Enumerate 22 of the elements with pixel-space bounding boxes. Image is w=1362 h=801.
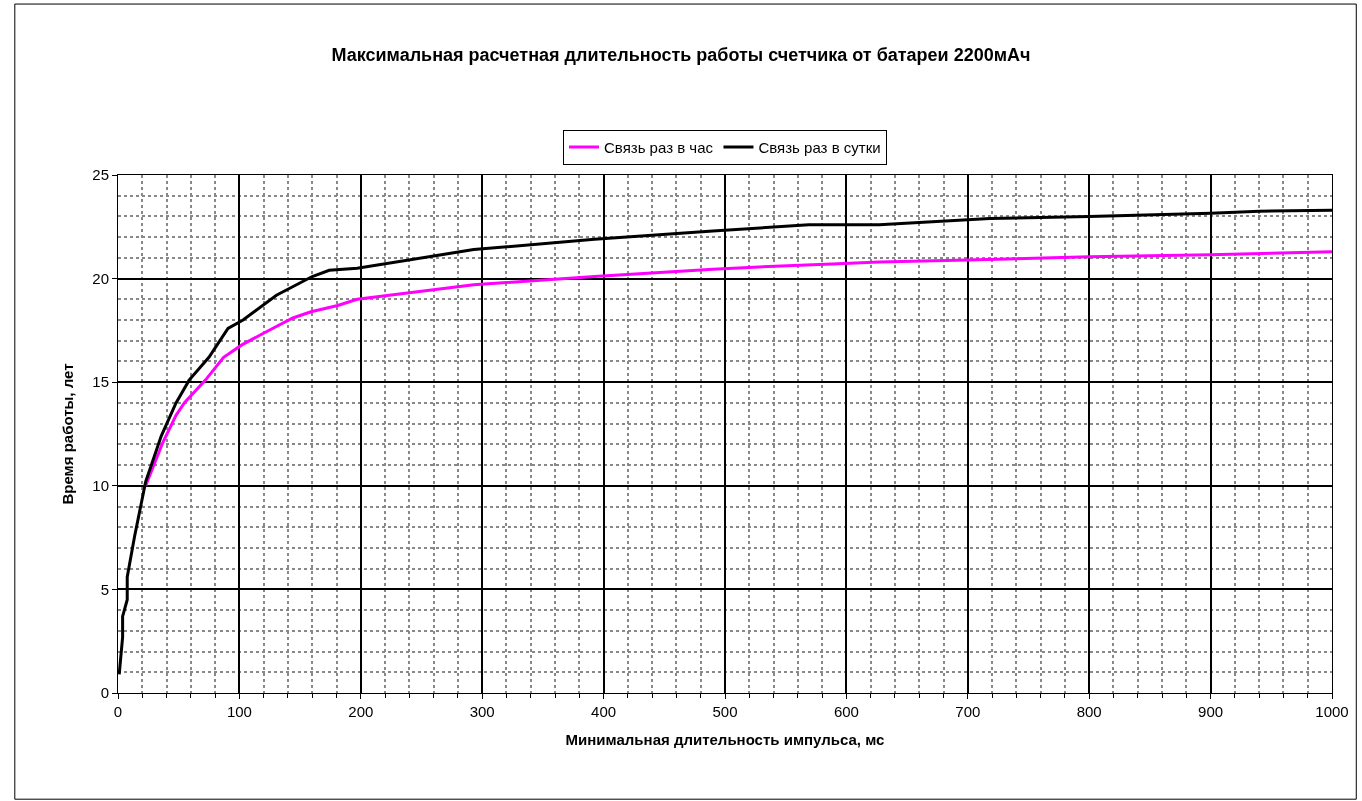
x-tick-label: 700 — [955, 703, 981, 720]
x-axis-title: Минимальная длительность импульса, мс — [565, 731, 885, 748]
chart-title: Максимальная расчетная длительность работы счетчика от батареи 2200мАч — [331, 44, 1031, 65]
x-tick-label: 900 — [1198, 703, 1224, 720]
x-tick-label: 300 — [469, 703, 495, 720]
y-tick-label: 25 — [92, 166, 109, 184]
legend-label: Связь раз в сутки — [758, 138, 881, 156]
y-axis-title: Время работы, лет — [58, 363, 76, 505]
y-tick-label: 10 — [92, 477, 109, 495]
x-tick-label: 0 — [113, 703, 123, 720]
x-tick-label: 800 — [1076, 703, 1102, 720]
y-tick-label: 5 — [100, 580, 109, 598]
y-tick-label: 20 — [92, 269, 109, 287]
x-tick-label: 600 — [833, 703, 859, 720]
x-tick-label: 1000 — [1315, 703, 1349, 720]
x-tick-label: 500 — [712, 703, 738, 720]
x-tick-label: 400 — [591, 703, 617, 720]
y-tick-label: 15 — [92, 373, 109, 391]
y-tick-label: 0 — [100, 684, 109, 702]
x-tick-label: 200 — [348, 703, 374, 720]
legend-label: Связь раз в час — [604, 138, 714, 156]
x-tick-label: 100 — [226, 703, 252, 720]
